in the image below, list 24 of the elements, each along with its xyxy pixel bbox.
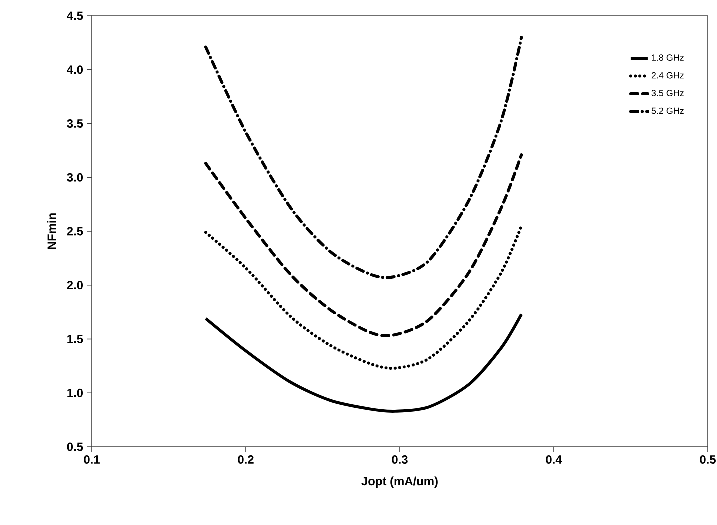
y-axis-title: NFmin [47,214,56,250]
legend-label: 1.8 GHz [652,54,684,62]
y-tick-label: 1.5 [68,335,84,344]
x-axis-title: Jopt (mA/um) [362,476,438,488]
y-tick-label: 2.0 [67,281,84,290]
line-series [204,312,524,413]
legend-label: 3.5 GHz [652,90,684,96]
y-tick-label: 2.5 [67,227,84,236]
y-tick-label: 0.5 [67,442,84,452]
y-tick-label: 4.0 [67,66,84,74]
y-tick-label: 3.0 [67,173,84,182]
line-series [204,36,524,280]
y-tick-label: 3.5 [67,120,84,128]
x-tick-label: 0.1 [84,456,100,464]
x-tick-label: 0.3 [392,456,408,464]
x-tick-label: 0.2 [238,456,254,464]
legend-label: 2.4 GHz [652,72,684,79]
y-tick-label: 1.0 [68,388,84,398]
x-tick-label: 0.5 [700,456,716,464]
x-tick-label: 0.4 [546,456,562,464]
legend-label: 5.2 GHz [652,108,684,114]
line-series [204,224,524,370]
y-tick-label: 4.5 [67,12,84,20]
line-series [204,154,524,338]
